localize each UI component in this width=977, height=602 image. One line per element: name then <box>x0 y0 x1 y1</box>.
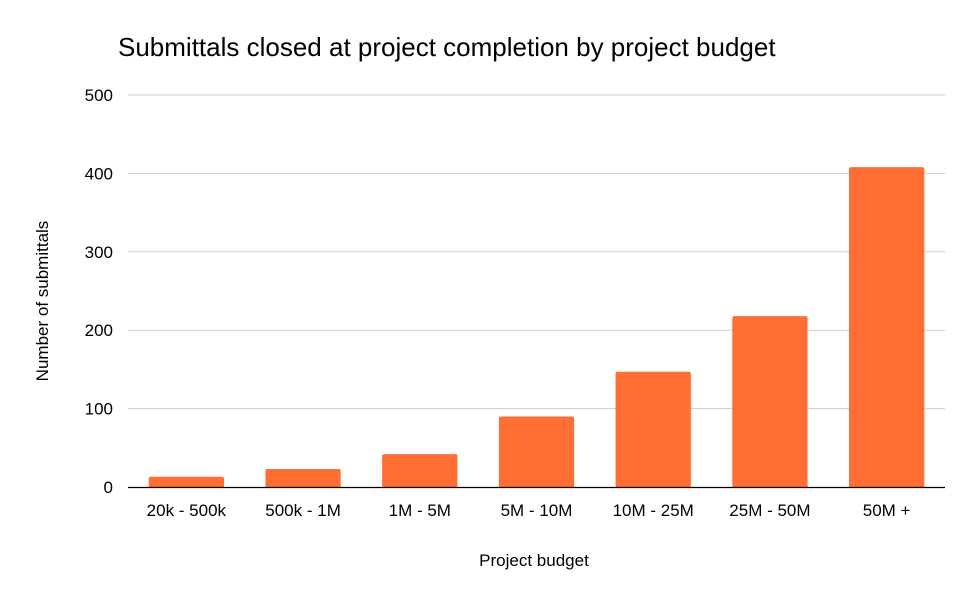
y-tick-label: 200 <box>85 321 113 340</box>
y-tick-label: 300 <box>85 243 113 262</box>
y-tick-label: 400 <box>85 164 113 183</box>
x-tick-label: 10M - 25M <box>613 501 694 520</box>
bar-10m-25m <box>615 371 691 487</box>
x-tick-label: 20k - 500k <box>147 501 227 520</box>
x-tick-label: 50M + <box>863 501 911 520</box>
y-tick-label: 0 <box>104 478 113 497</box>
y-axis-title: Number of submittals <box>33 221 52 382</box>
bar-20k-500k <box>148 476 224 487</box>
bar-500k-1m <box>265 468 341 487</box>
bar-50m <box>849 167 925 488</box>
y-axis-ticks: 0 100 200 300 400 500 <box>85 86 113 497</box>
bar-5m-10m <box>498 416 575 487</box>
y-tick-label: 500 <box>85 86 113 105</box>
x-tick-label: 25M - 50M <box>729 501 810 520</box>
x-axis-ticks: 20k - 500k 500k - 1M 1M - 5M 5M - 10M 10M - … <box>147 501 911 520</box>
x-axis-title: Project budget <box>479 551 589 570</box>
x-tick-label: 500k - 1M <box>265 501 341 520</box>
bars <box>148 167 925 488</box>
gridlines <box>128 94 945 410</box>
bar-1m-5m <box>382 454 458 487</box>
chart-title: Submittals closed at project completion … <box>118 32 776 62</box>
x-tick-label: 5M - 10M <box>501 501 573 520</box>
x-tick-label: 1M - 5M <box>389 501 451 520</box>
bar-25m-50m <box>732 316 808 487</box>
y-tick-label: 100 <box>85 400 113 419</box>
